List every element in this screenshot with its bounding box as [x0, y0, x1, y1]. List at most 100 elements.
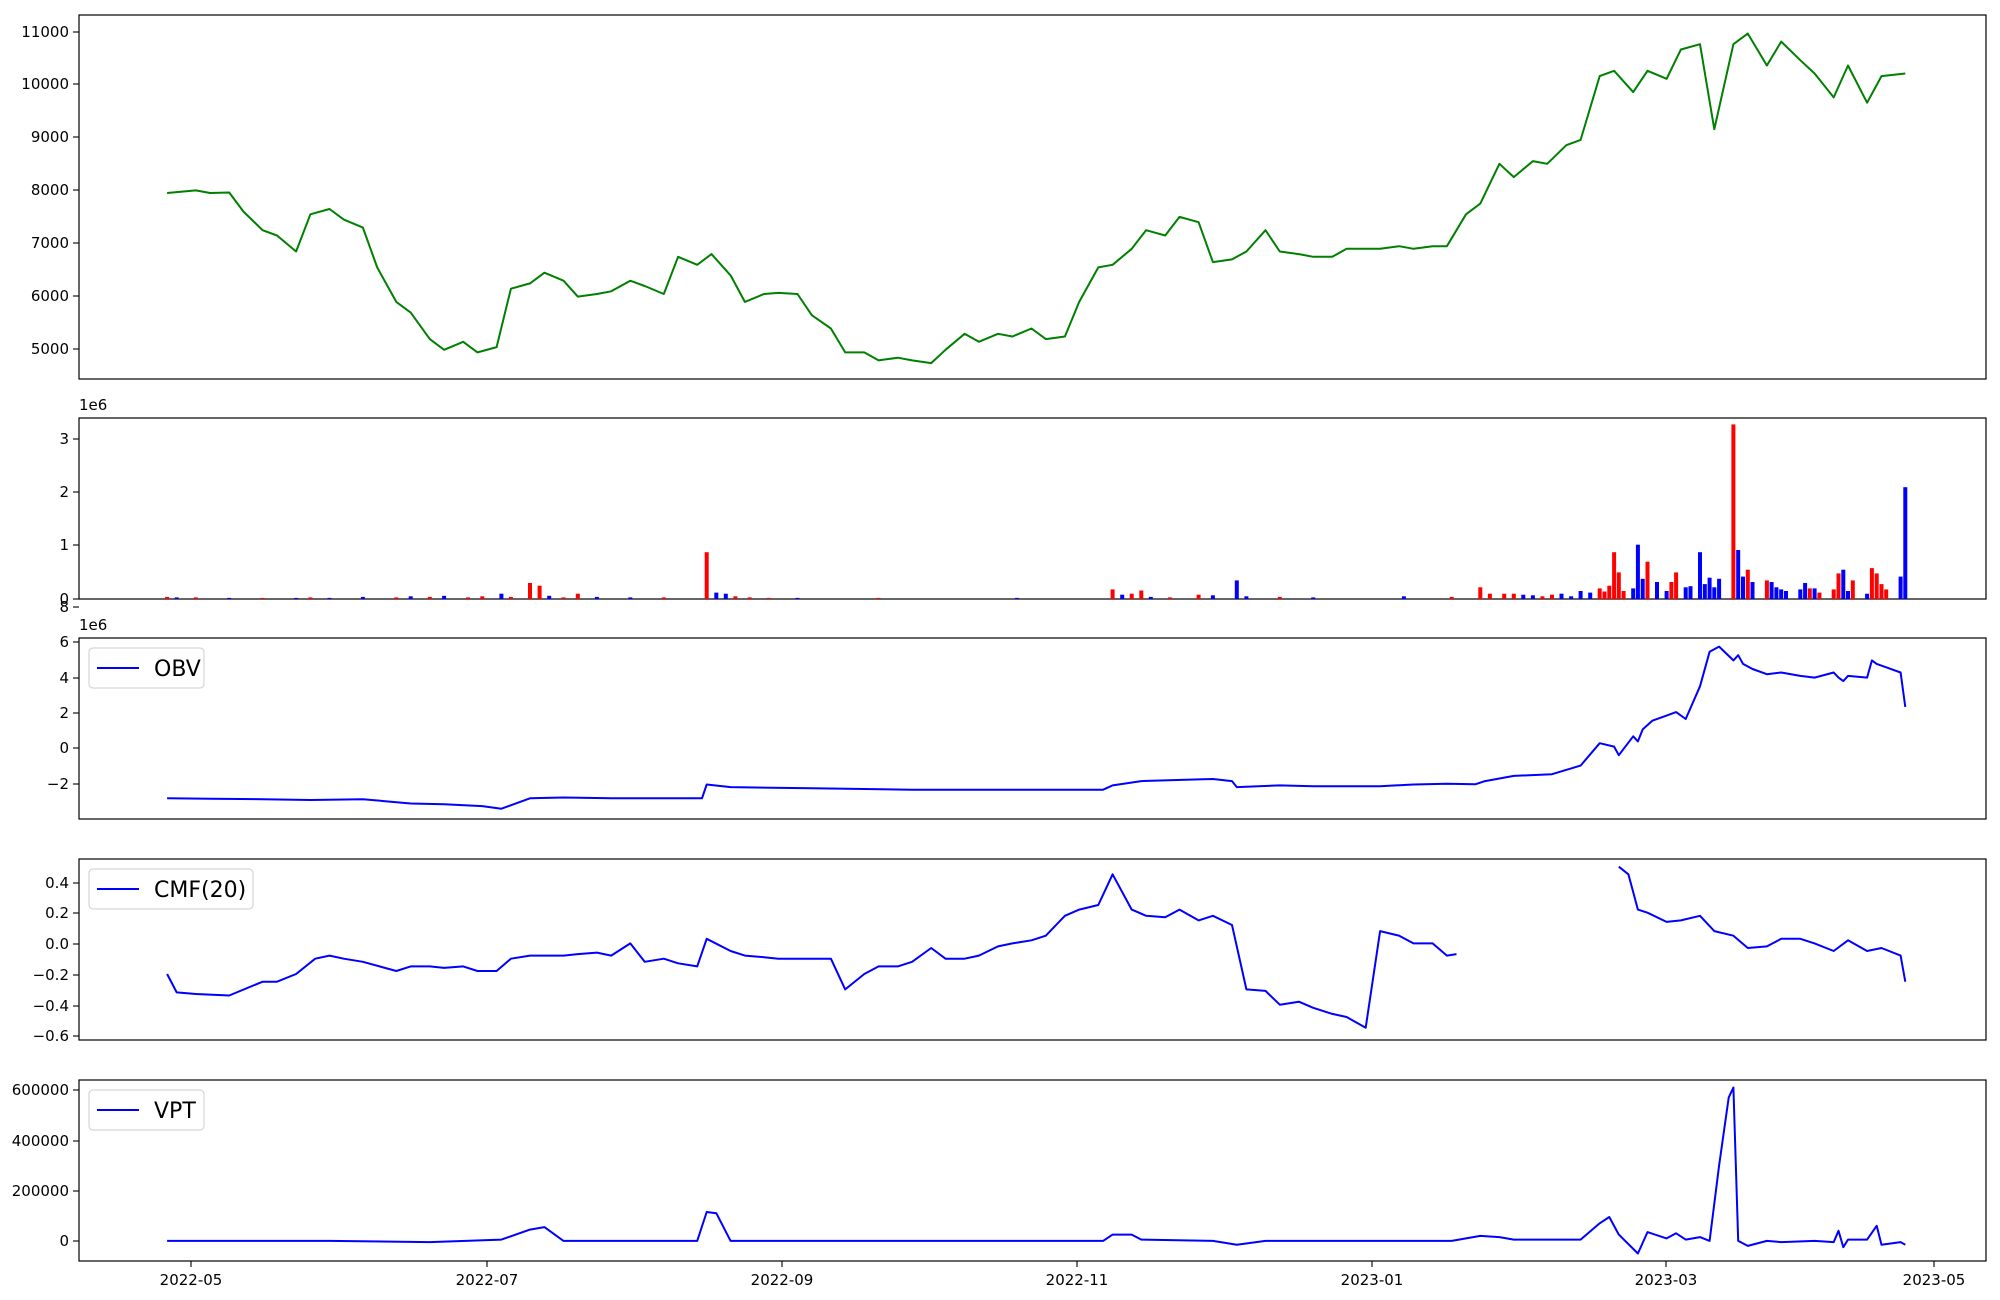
- plot-frame: [78, 14, 1987, 380]
- y-tick-label: 0: [59, 739, 69, 757]
- volume-bar: [227, 597, 232, 599]
- volume-bar: [1612, 552, 1617, 599]
- cmf-panel: −0.6 −0.4 −0.2 0.0 0.2 0.4 CMF(20): [33, 858, 1987, 1045]
- plot-frame: [78, 417, 1987, 600]
- volume-bar: [174, 597, 179, 599]
- volume-bar: [308, 597, 313, 599]
- legend-label: VPT: [154, 1099, 196, 1124]
- volume-bar: [1640, 578, 1645, 599]
- plot-frame: [78, 858, 1987, 1041]
- volume-bar: [1311, 597, 1316, 599]
- volume-bar: [1664, 591, 1669, 599]
- volume-bar: [1803, 583, 1808, 599]
- y-tick-label: 0: [59, 1232, 69, 1250]
- volume-bar: [1731, 424, 1736, 599]
- volume-bar: [1401, 596, 1406, 599]
- volume-bar: [1798, 589, 1803, 599]
- volume-bar: [1645, 561, 1650, 599]
- cmf-line: [166, 873, 1457, 1029]
- y-tick-label: 1: [59, 536, 69, 554]
- volume-bar: [1736, 550, 1741, 599]
- volume-bar: [327, 597, 332, 599]
- volume-bar: [1903, 487, 1908, 599]
- volume-bar: [1530, 595, 1535, 599]
- volume-bar: [1588, 592, 1593, 599]
- volume-bar: [508, 596, 513, 599]
- volume-panel: 0 1 2 3 1e6: [59, 396, 1987, 608]
- price-panel: 5000 6000 7000 8000 9000 10000 11000: [21, 14, 1987, 380]
- y-tick-label: 10000: [21, 75, 69, 93]
- y-tick-label: −2: [47, 775, 69, 793]
- vpt-panel: 0 200000 400000 600000 VPT: [12, 1079, 1987, 1262]
- volume-bar: [1874, 573, 1879, 599]
- volume-bar: [1540, 596, 1545, 599]
- obv-panel: −2 0 2 4 6 8 1e6 OBV: [47, 598, 1987, 820]
- volume-bar: [1712, 587, 1717, 599]
- volume-bar: [466, 597, 470, 599]
- y-tick-label: 2: [59, 704, 69, 722]
- volume-bar: [1741, 576, 1745, 599]
- volume-bar: [876, 597, 881, 599]
- volume-bar: [1244, 596, 1249, 599]
- y-tick-label: 600000: [12, 1081, 69, 1099]
- volume-bar: [1449, 596, 1454, 599]
- volume-bar: [1841, 569, 1846, 599]
- y-tick-label: −0.4: [33, 997, 69, 1015]
- volume-bar: [394, 597, 399, 599]
- volume-bar: [260, 597, 265, 599]
- y-tick-label: 0.2: [45, 904, 69, 922]
- volume-bar: [1764, 580, 1769, 599]
- vpt-line: [167, 1086, 1906, 1255]
- price-line: [167, 32, 1906, 365]
- volume-bar: [193, 597, 198, 599]
- legend-box: [88, 1089, 205, 1131]
- legend-box: [88, 647, 205, 689]
- volume-bar: [1616, 572, 1621, 599]
- legend-label: CMF(20): [154, 878, 246, 903]
- y-tick-label: 5000: [31, 340, 69, 358]
- x-tick-label: 2023-01: [1341, 1271, 1404, 1289]
- volume-bar: [704, 552, 709, 599]
- volume-bar: [1869, 568, 1874, 599]
- volume-bar: [1865, 593, 1870, 599]
- volume-bar: [1602, 591, 1607, 599]
- y-tick-label: 6: [59, 633, 69, 651]
- volume-bar: [1774, 587, 1779, 599]
- y-tick-label: −0.2: [33, 966, 69, 984]
- volume-bar: [1129, 593, 1134, 599]
- volume-bar: [1884, 589, 1889, 599]
- obv-line: [167, 645, 1907, 810]
- volume-bar: [408, 596, 413, 599]
- volume-bar: [1702, 584, 1707, 599]
- volume-bar: [537, 585, 542, 599]
- volume-bar: [1511, 593, 1516, 599]
- axis-offset-label: 1e6: [79, 616, 107, 634]
- volume-bar: [795, 597, 800, 599]
- y-tick-label: 9000: [31, 128, 69, 146]
- volume-bar: [1635, 544, 1640, 599]
- volume-bar: [1698, 552, 1702, 599]
- volume-bar: [1831, 589, 1836, 599]
- x-tick-label: 2023-03: [1635, 1271, 1698, 1289]
- volume-bar: [1550, 594, 1554, 599]
- volume-bar: [1846, 591, 1850, 599]
- volume-bar: [733, 596, 738, 599]
- volume-bar: [1621, 591, 1626, 599]
- volume-bar: [294, 597, 299, 599]
- volume-bar: [1817, 592, 1822, 599]
- legend-box: [88, 868, 254, 910]
- axis-offset-label: 1e6: [79, 396, 107, 414]
- volume-bar: [575, 593, 580, 599]
- volume-bar: [1779, 589, 1784, 599]
- volume-bar: [1707, 577, 1712, 599]
- y-tick-label: 4: [59, 669, 69, 687]
- volume-bar: [1277, 596, 1282, 599]
- volume-bar: [1148, 596, 1153, 599]
- x-axis: 2022-05 2022-07 2022-09 2022-11 2023-01 2023-…: [160, 1261, 1965, 1289]
- y-tick-label: 8: [59, 598, 69, 616]
- volume-bar: [1655, 582, 1659, 599]
- volume-bar: [1478, 587, 1483, 599]
- x-tick-label: 2022-05: [160, 1271, 223, 1289]
- volume-bar: [1234, 580, 1239, 599]
